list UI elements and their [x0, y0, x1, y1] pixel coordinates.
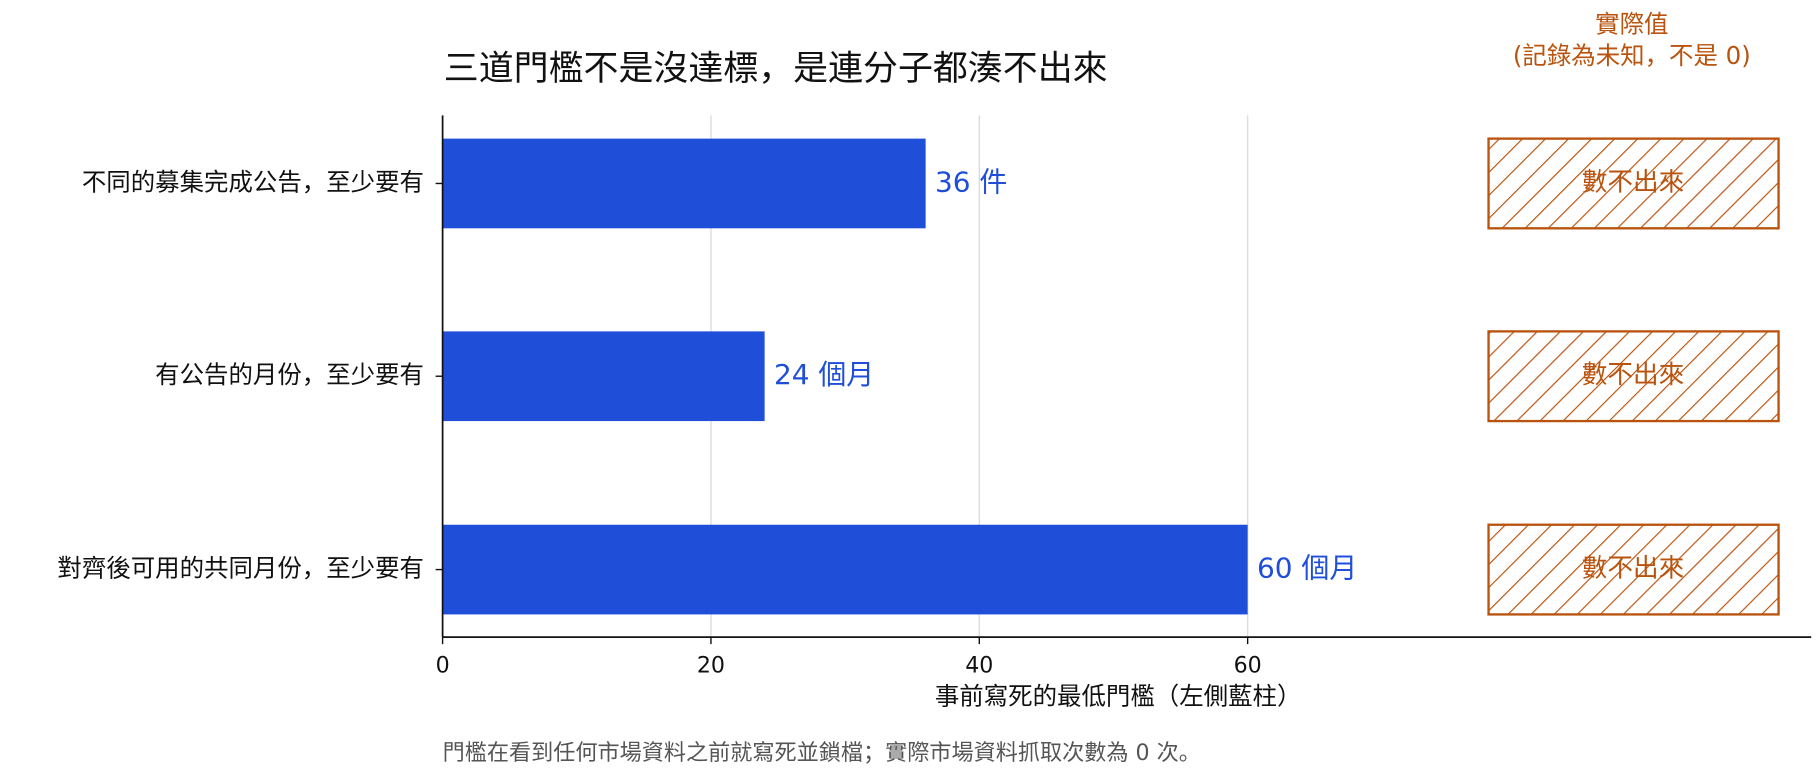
- x-axis-label: 事前寫死的最低門檻（左側藍柱）: [935, 682, 1302, 711]
- bar: [442, 331, 765, 422]
- unknown-box: [1487, 137, 1780, 230]
- y-tick-label: 有公告的月份，至少要有: [155, 360, 424, 389]
- unknown-label: 數不出來: [1582, 360, 1684, 390]
- footnote: 門檻在看到任何市場資料之前就寫死並鎖檔；實際市場資料抓取次數為 0 次。: [443, 740, 1201, 766]
- unknown-label: 數不出來: [1582, 554, 1684, 584]
- chart-title: 三道門檻不是沒達標，是連分子都湊不出來: [444, 49, 1108, 89]
- x-tick-label: 60: [1234, 653, 1262, 679]
- value-label: 24 個月: [774, 358, 874, 391]
- unknown-box: [1487, 523, 1780, 616]
- y-tick-label: 對齊後可用的共同月份，至少要有: [57, 554, 424, 583]
- bar: [442, 138, 926, 229]
- x-tick-label: 0: [436, 653, 450, 679]
- x-tick-label: 20: [697, 653, 725, 679]
- actual-subtitle: (記錄為未知，不是 0): [1513, 41, 1751, 70]
- value-label: 60 個月: [1257, 552, 1357, 585]
- unknown-box: [1487, 330, 1780, 423]
- unknown-label: 數不出來: [1582, 167, 1684, 197]
- y-tick-label: 不同的募集完成公告，至少要有: [82, 167, 424, 196]
- x-tick-label: 40: [965, 653, 993, 679]
- value-label: 36 件: [935, 165, 1007, 198]
- bar: [442, 524, 1248, 615]
- actual-title: 實際值: [1595, 10, 1668, 39]
